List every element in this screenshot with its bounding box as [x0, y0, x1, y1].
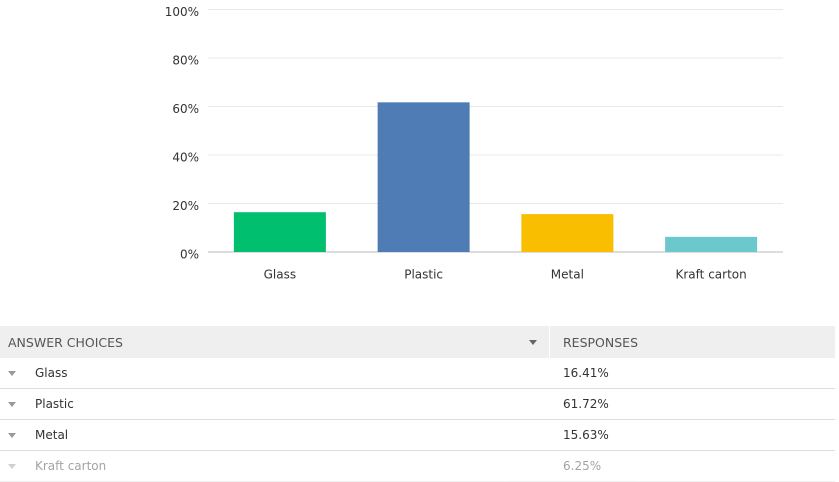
response-text: 6.25%	[563, 459, 602, 473]
table-row: Plastic 61.72%	[0, 389, 835, 420]
choice-cell: Kraft carton	[0, 459, 550, 473]
table-row: Metal 15.63%	[0, 420, 835, 451]
response-text: 15.63%	[563, 428, 609, 442]
response-text: 16.41%	[563, 366, 609, 380]
choice-text: Glass	[35, 366, 68, 380]
choice-text: Plastic	[35, 397, 74, 411]
y-tick-label: 40%	[172, 151, 199, 165]
header-cell: ANSWER CHOICES	[0, 326, 550, 358]
y-tick-label: 60%	[172, 102, 199, 116]
sort-arrow[interactable]	[529, 339, 537, 345]
answer-table: ANSWER CHOICES RESPONSES Glass 16.41% Plas…	[0, 326, 835, 482]
x-tick-label: Glass	[264, 268, 297, 282]
expand-arrow[interactable]	[8, 401, 16, 407]
choice-cell: Glass	[0, 366, 550, 380]
x-tick-label: Metal	[551, 268, 584, 282]
table-header: ANSWER CHOICES RESPONSES	[0, 326, 835, 358]
chart: 0% 20% 40% 60% 80% 100% Glass Plastic Metal Kraft…	[165, 5, 783, 282]
expand-arrow[interactable]	[8, 370, 16, 376]
choice-text: Metal	[35, 428, 69, 442]
table-row: Glass 16.41%	[0, 358, 835, 389]
y-tick-label: 0%	[180, 248, 199, 262]
y-tick-label: 100%	[165, 5, 199, 19]
bar	[665, 236, 758, 252]
bar	[521, 214, 614, 252]
choice-text: Kraft carton	[35, 459, 107, 473]
response-text: 61.72%	[563, 397, 609, 411]
expand-arrow[interactable]	[8, 463, 16, 469]
table-row: Kraft carton 6.25%	[0, 451, 835, 482]
bar	[377, 102, 470, 252]
y-tick-label: 80%	[172, 54, 199, 68]
header-text: RESPONSES	[563, 334, 639, 350]
bar	[233, 212, 326, 252]
x-tick-label: Kraft carton	[676, 268, 747, 282]
y-tick-label: 20%	[172, 199, 199, 213]
header-text: ANSWER CHOICES	[8, 334, 123, 350]
choice-cell: Metal	[0, 428, 550, 442]
expand-arrow[interactable]	[8, 432, 16, 438]
choice-cell: Plastic	[0, 397, 550, 411]
x-tick-label: Plastic	[404, 268, 443, 282]
